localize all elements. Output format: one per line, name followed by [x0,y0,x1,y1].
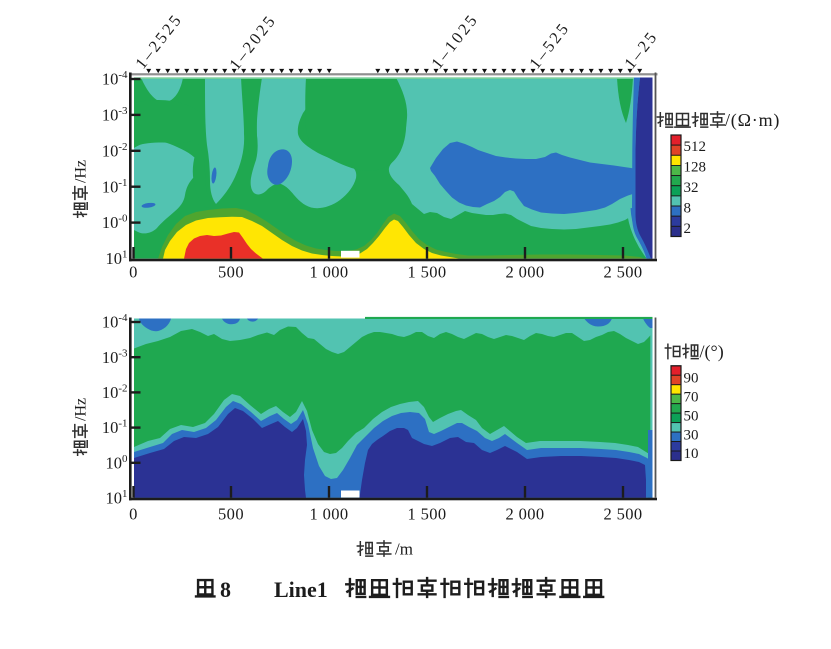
svg-text:0: 0 [129,505,138,524]
svg-text:/(°): /(°) [700,342,724,363]
svg-text:1–25: 1–25 [620,27,662,73]
svg-text:/(Ω·m): /(Ω·m) [725,110,780,131]
svg-text:512: 512 [684,139,707,155]
svg-text:10: 10 [684,446,699,462]
svg-text:101: 101 [106,249,128,269]
svg-text:1 000: 1 000 [309,505,348,524]
svg-text:10-2: 10-2 [102,141,128,161]
svg-text:0: 0 [129,263,138,282]
svg-text:/m: /m [395,540,413,559]
svg-text:/Hz: /Hz [73,160,90,183]
svg-text:10-1: 10-1 [102,177,128,197]
svg-text:10-3: 10-3 [102,105,128,125]
svg-text:/Hz: /Hz [73,398,90,421]
svg-text:101: 101 [106,488,128,508]
svg-text:2 000: 2 000 [505,505,544,524]
svg-text:2: 2 [684,221,692,237]
svg-text:2 500: 2 500 [603,505,642,524]
svg-text:128: 128 [684,160,707,176]
svg-text:10-1: 10-1 [102,418,128,438]
svg-text:1–1025: 1–1025 [427,9,482,72]
svg-text:10-4: 10-4 [102,69,128,89]
svg-text:1 500: 1 500 [407,505,446,524]
svg-text:10-4: 10-4 [102,312,128,332]
svg-text:30: 30 [684,427,699,443]
svg-text:2 500: 2 500 [603,263,642,282]
svg-text:100: 100 [106,453,129,473]
svg-text:10-2: 10-2 [102,383,128,403]
svg-text:10-0: 10-0 [102,213,128,233]
svg-text:1–2525: 1–2525 [131,9,186,72]
svg-text:10-3: 10-3 [102,347,128,367]
svg-text:8: 8 [220,577,231,602]
svg-text:Line1: Line1 [274,577,328,602]
svg-text:500: 500 [218,505,244,524]
svg-text:1 500: 1 500 [407,263,446,282]
svg-text:8: 8 [684,201,692,217]
svg-text:50: 50 [684,408,699,424]
svg-text:70: 70 [684,390,699,406]
svg-text:2 000: 2 000 [505,263,544,282]
svg-text:32: 32 [684,180,699,196]
svg-text:90: 90 [684,371,699,387]
svg-text:1–525: 1–525 [525,18,573,72]
svg-text:1–2025: 1–2025 [225,10,280,73]
svg-text:1 000: 1 000 [309,263,348,282]
svg-text:500: 500 [218,263,244,282]
